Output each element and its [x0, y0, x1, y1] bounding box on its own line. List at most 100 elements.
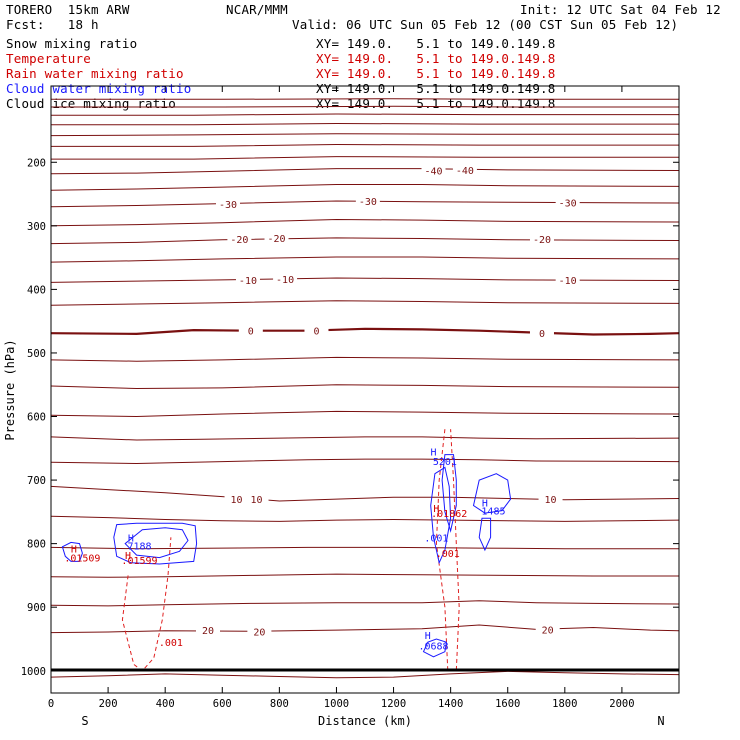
temperature-contour — [50, 624, 680, 634]
cloud-water-contour — [124, 527, 189, 559]
init-time: Init: 12 UTC Sat 04 Feb 12 — [520, 2, 721, 17]
temperature-label-bg — [215, 198, 240, 210]
contour-value-label: H — [430, 447, 436, 458]
temperature-contour — [50, 356, 680, 362]
temperature-contour — [50, 327, 680, 336]
temperature-label-bg — [244, 493, 269, 505]
axes: 0 200 400 600 800 1000 1200 1400 1600 1800 2000200… — [21, 86, 679, 710]
x-tick-label: 600 — [213, 698, 232, 710]
temperature-contour — [50, 200, 680, 208]
temperature-contour — [50, 237, 680, 245]
x-tick-label: 0 — [48, 698, 54, 710]
temperature-label-bg — [264, 231, 289, 243]
temperature-contour — [51, 122, 679, 126]
contour-labels: -40 -40 -30 -30 -30 -20 -20 -20 -10 -10 -10 0 0 0 10 10… — [64, 163, 580, 652]
temperature-contours — [50, 98, 680, 679]
cloud-water-contour — [478, 517, 492, 552]
center-name: NCAR/MMM — [226, 2, 288, 17]
contour-value-label: .001 — [159, 638, 183, 649]
temperature-label: -20 — [533, 235, 551, 246]
model-title: TORERO 15km ARW — [6, 2, 130, 17]
x-axis-label: Distance (km) — [318, 714, 412, 728]
temperature-label-bg — [227, 233, 252, 245]
y-axis-label: Pressure (hPa) — [3, 339, 17, 440]
temperature-label: -10 — [559, 276, 577, 287]
contour-value-label: H — [125, 551, 131, 562]
temperature-label: 10 — [251, 495, 263, 506]
temperature-contour — [50, 485, 680, 502]
temperature-label: -30 — [559, 198, 577, 209]
y-tick-label: 800 — [27, 539, 46, 551]
cloud-water-contours — [61, 454, 512, 658]
temperature-label-bg — [555, 196, 580, 208]
field-label-rain: Rain water mixing ratio — [6, 66, 184, 81]
temperature-contour — [50, 600, 680, 607]
y-tick-label: 400 — [27, 284, 46, 296]
temperature-label: -20 — [267, 234, 285, 245]
temperature-label-bg — [529, 327, 554, 339]
temperature-label-bg — [235, 273, 260, 285]
temperature-contour — [50, 168, 680, 175]
temperature-contour — [50, 384, 680, 390]
contour-value-label: H — [433, 504, 439, 515]
forecast-hour: Fcst: 18 h — [6, 17, 99, 32]
cloud-water-contour — [472, 473, 512, 514]
field-xy-snow: XY= 149.0. 5.1 to 149.0.149.8 — [316, 36, 556, 51]
temperature-label: 0 — [313, 327, 319, 338]
temperature-contour — [50, 436, 680, 441]
plot-frame — [50, 85, 680, 694]
temperature-label: 20 — [202, 626, 214, 637]
contour-value-label: 1485 — [481, 507, 505, 518]
contour-value-label: H — [71, 545, 77, 556]
contour-value-label: 7188 — [127, 542, 151, 553]
temperature-label: -40 — [456, 166, 474, 177]
contour-value-label: .0688 — [418, 641, 448, 652]
temperature-label: -10 — [276, 275, 294, 286]
temperature-label: 20 — [253, 627, 265, 638]
field-xy-temperature: XY= 149.0. 5.1 to 149.0.149.8 — [316, 51, 556, 66]
contour-value-label: .01862 — [431, 509, 467, 520]
field-label-temperature: Temperature — [6, 51, 91, 66]
temperature-label-bg — [247, 625, 272, 637]
temperature-label: -40 — [424, 167, 442, 178]
field-label-cloud-water: Cloud water mixing ratio — [6, 81, 192, 96]
x-tick-label: 200 — [99, 698, 118, 710]
temperature-label: -30 — [219, 200, 237, 211]
field-label-snow: Snow mixing ratio — [6, 36, 138, 51]
temperature-contour — [50, 277, 680, 283]
temperature-label: 0 — [539, 329, 545, 340]
temperature-contour — [50, 458, 680, 465]
temperature-contour — [50, 515, 680, 522]
temperature-label: 10 — [231, 495, 243, 506]
temperature-label-bg — [529, 233, 554, 245]
south-label: S — [81, 714, 88, 728]
y-tick-label: 300 — [27, 221, 46, 233]
y-tick-label: 900 — [27, 602, 46, 614]
y-tick-label: 600 — [27, 412, 46, 424]
temperature-contour — [51, 156, 679, 160]
rain-contour — [121, 537, 172, 672]
temperature-label: 0 — [248, 327, 254, 338]
x-tick-label: 1800 — [552, 698, 577, 710]
temperature-contour — [50, 256, 680, 263]
temperature-label: -30 — [359, 197, 377, 208]
temperature-label-bg — [304, 324, 329, 336]
y-tick-label: 1000 — [21, 666, 46, 678]
y-tick-label: 200 — [27, 157, 46, 169]
temperature-contour — [51, 143, 679, 147]
contour-value-label: 5201 — [433, 457, 457, 468]
temperature-contour — [51, 105, 679, 108]
temperature-contour — [50, 410, 680, 418]
contour-value-label: H — [482, 498, 488, 509]
temperature-label-bg — [355, 195, 380, 207]
temperature-label-bg — [421, 164, 446, 176]
x-tick-label: 400 — [156, 698, 175, 710]
north-label: N — [657, 714, 664, 728]
temperature-label-bg — [535, 623, 560, 635]
temperature-contour — [50, 670, 680, 679]
temperature-label-bg — [238, 324, 263, 336]
contour-value-label: .01599 — [121, 556, 157, 567]
cloud-water-contour — [61, 541, 83, 562]
temperature-contour — [50, 184, 680, 191]
x-tick-label: 800 — [270, 698, 289, 710]
